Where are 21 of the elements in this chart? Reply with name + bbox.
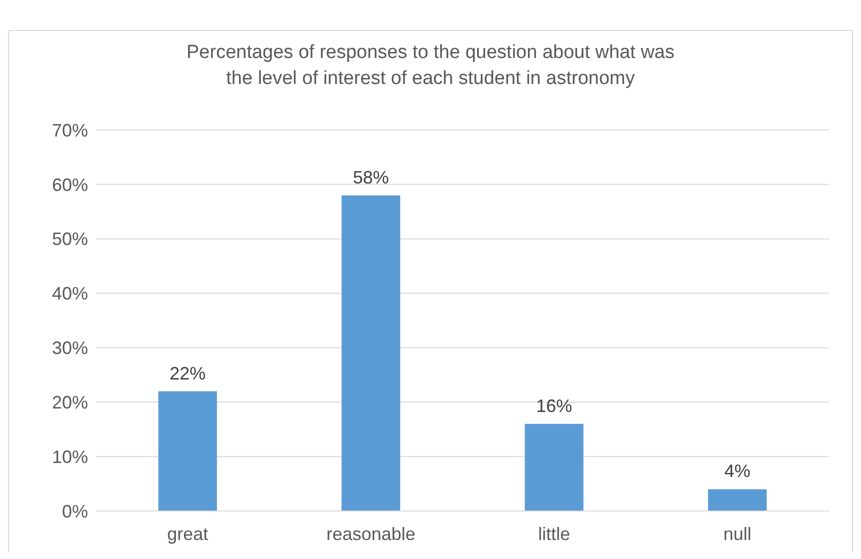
data-label: 4% [724,461,750,482]
y-tick-label: 0% [62,501,88,522]
bar [708,489,767,511]
data-label: 58% [352,167,389,188]
bar [158,391,217,511]
y-tick-label: 60% [52,174,88,195]
data-label: 16% [536,396,572,416]
y-tick-label: 30% [52,338,88,358]
y-tick-label: 40% [52,284,88,304]
y-tick-label: 50% [52,229,88,250]
bar [342,195,400,511]
y-tick-label: 70% [52,120,88,140]
x-tick-label: null [723,524,752,544]
x-tick-label: reasonable [326,524,416,544]
x-tick-label: great [167,524,208,544]
y-tick-label: 20% [52,392,88,413]
x-tick-label: little [538,524,570,544]
y-tick-label: 10% [52,446,88,467]
data-label: 22% [170,363,206,384]
bar [524,424,584,511]
chart-title: Percentages of responses to the question about what was the level of interest of each student in astronomy [186,41,676,91]
